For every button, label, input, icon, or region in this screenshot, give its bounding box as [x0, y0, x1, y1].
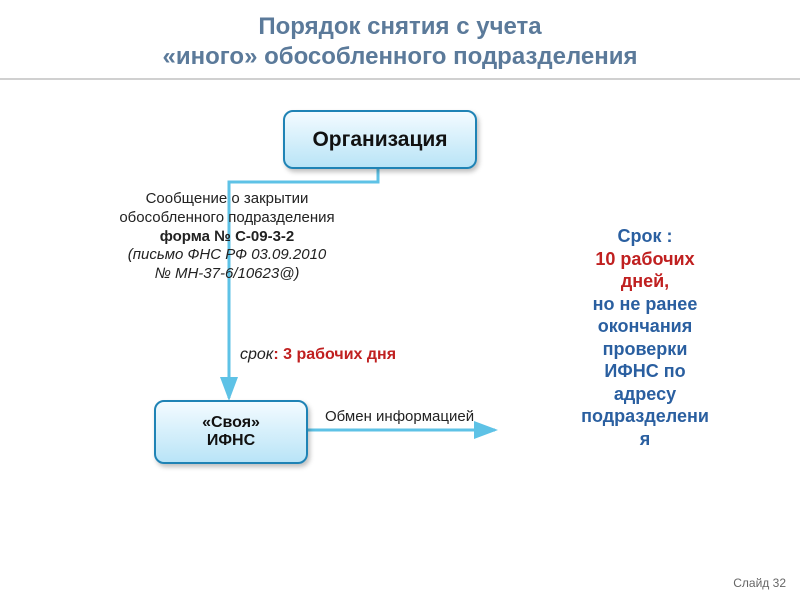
- title-line-1: Порядок снятия с учета: [258, 13, 541, 40]
- page-title: Порядок снятия с учета «иного» обособлен…: [0, 0, 800, 72]
- annotation-deadline-3days: срок: 3 рабочих дня: [240, 345, 396, 365]
- annotation-exchange-info: Обмен информацией: [325, 408, 474, 427]
- slide-number: Слайд 32: [733, 576, 786, 590]
- title-line-2: «иного» обособленного подразделения: [162, 43, 637, 70]
- node-organization-label: Организация: [312, 128, 447, 152]
- node-own-ifns: «Своя»ИФНС: [154, 400, 308, 464]
- node-organization: Организация: [283, 110, 477, 169]
- annotation-closing-message: Сообщение о закрытииобособленного подраз…: [92, 190, 362, 284]
- title-divider: [0, 78, 800, 80]
- node-own-ifns-label: «Своя»ИФНС: [202, 414, 260, 450]
- annotation-right-deadline: Срок :10 рабочихдней,но не ранееокончани…: [560, 225, 730, 450]
